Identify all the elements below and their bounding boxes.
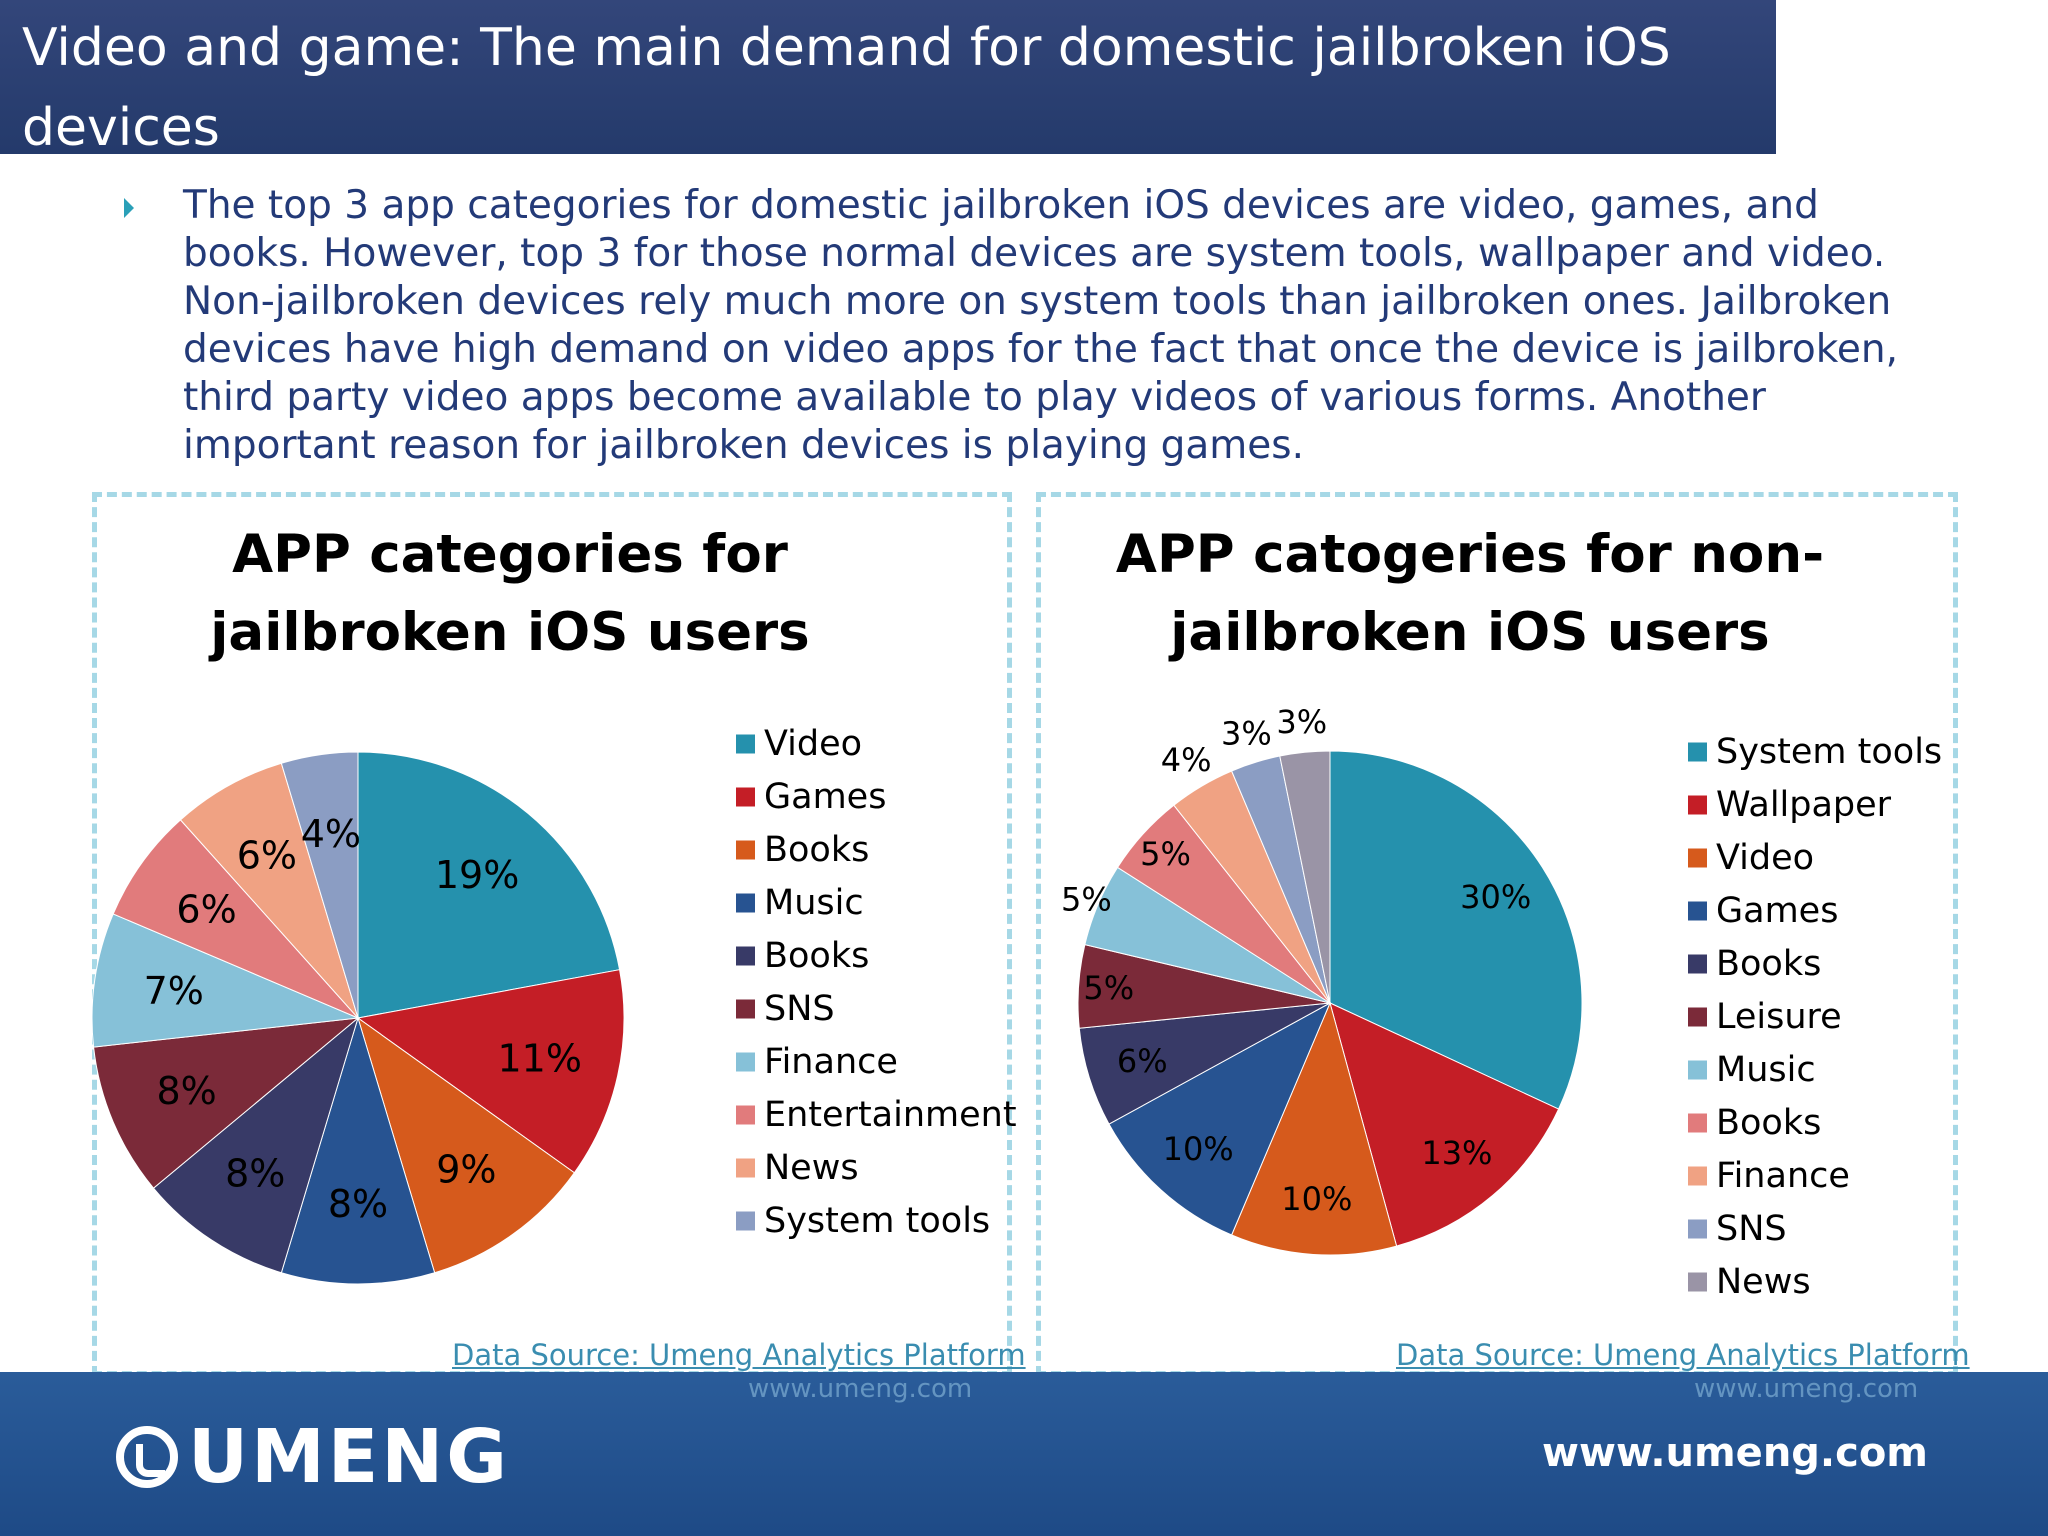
bullet-marker-icon xyxy=(124,198,134,218)
page-title: Video and game: The main demand for dome… xyxy=(22,18,1671,158)
legend-right: System tools Wallpaper Video Games Books Leis… xyxy=(1688,732,1942,1302)
legend-label-right-5: Leisure xyxy=(1716,997,1842,1037)
legend-swatch-right-3 xyxy=(1688,901,1707,921)
legend-swatch-right-4 xyxy=(1688,954,1707,974)
legend-label-left-6: Finance xyxy=(764,1042,898,1082)
legend-label-right-3: Games xyxy=(1716,891,1838,931)
legend-label-left-7: Entertainment xyxy=(764,1095,1017,1135)
pie-label-right-9: 3% xyxy=(1221,714,1272,752)
pie-label-right-1: 13% xyxy=(1421,1134,1492,1172)
pie-label-left-1: 11% xyxy=(498,1036,582,1080)
chart-title-non-jailbroken: APP catogeries for non-jailbroken iOS us… xyxy=(1115,524,1825,663)
legend-label-left-8: News xyxy=(764,1148,859,1188)
legend-swatch-right-9 xyxy=(1688,1219,1707,1239)
umeng-logo-icon xyxy=(116,1426,178,1488)
pie-slice-right-2 xyxy=(1230,1001,1398,1256)
pie-label-left-3: 8% xyxy=(328,1182,388,1226)
pie-label-right-4: 6% xyxy=(1117,1042,1168,1080)
data-source-link-right[interactable]: Data Source: Umeng Analytics Platform xyxy=(1396,1338,1970,1372)
pie-label-left-0: 19% xyxy=(435,853,519,897)
legend-swatch-right-7 xyxy=(1688,1113,1707,1133)
pie-slice-left-1 xyxy=(356,969,625,1174)
legend-label-left-9: System tools xyxy=(764,1201,990,1241)
watermark-right: www.umeng.com xyxy=(1694,1374,1919,1404)
pie-label-right-10: 3% xyxy=(1276,703,1327,741)
pie-left: 19%11%9%8%8%8%7%6%6% 4% xyxy=(91,751,625,1285)
legend-swatch-left-1 xyxy=(736,787,755,807)
pie-label-left-6: 7% xyxy=(144,969,204,1013)
legend-label-right-2: Video xyxy=(1716,838,1814,878)
pie-slice-right-10 xyxy=(1279,750,1331,1004)
legend-swatch-right-5 xyxy=(1688,1007,1707,1027)
legend-swatch-left-8 xyxy=(736,1158,755,1178)
pie-slice-left-8 xyxy=(179,762,359,1019)
legend-swatch-right-6 xyxy=(1688,1060,1707,1080)
pie-label-right-3: 10% xyxy=(1163,1130,1234,1168)
pie-slice-left-9 xyxy=(280,751,359,1019)
pie-slice-left-2 xyxy=(357,1016,576,1274)
pie-slice-left-6 xyxy=(91,913,360,1048)
footer-bar xyxy=(0,1372,2048,1536)
legend-label-right-1: Wallpaper xyxy=(1716,785,1892,825)
pie-label-right-2: 10% xyxy=(1281,1180,1352,1218)
legend-label-right-10: News xyxy=(1716,1262,1811,1302)
legend-swatch-right-8 xyxy=(1688,1166,1707,1186)
legend-swatch-left-4 xyxy=(736,946,755,966)
legend-label-right-4: Books xyxy=(1716,944,1821,984)
umeng-logo-wordmark: UMENG xyxy=(188,1414,510,1500)
legend-label-left-2: Books xyxy=(764,830,869,870)
legend-label-left-5: SNS xyxy=(764,989,835,1029)
footer-url-link[interactable]: www.umeng.com xyxy=(1542,1430,1928,1476)
title-bar xyxy=(0,0,1776,154)
legend-label-left-3: Music xyxy=(764,883,864,923)
pie-slice-left-3 xyxy=(280,1016,436,1285)
legend-label-left-0: Video xyxy=(764,724,862,764)
pie-label-right-6: 5% xyxy=(1061,881,1112,919)
pie-slice-right-0 xyxy=(1329,750,1583,1110)
legend-swatch-right-10 xyxy=(1688,1272,1707,1292)
legend-swatch-right-2 xyxy=(1688,848,1707,868)
umeng-logo: UMENG xyxy=(116,1420,510,1494)
pie-label-left-8: 6% xyxy=(237,834,297,878)
pie-label-left-7: 6% xyxy=(176,888,236,932)
pie-label-right-5: 5% xyxy=(1083,969,1134,1007)
pie-label-left-2: 9% xyxy=(436,1147,496,1191)
pie-label-left-9: 4% xyxy=(301,812,361,856)
legend-swatch-left-2 xyxy=(736,840,755,860)
pie-slice-right-3 xyxy=(1108,1001,1332,1236)
legend-label-right-8: Finance xyxy=(1716,1156,1850,1196)
legend-swatch-left-5 xyxy=(736,999,755,1019)
pie-slice-left-5 xyxy=(93,1017,360,1189)
legend-label-right-9: SNS xyxy=(1716,1209,1787,1249)
legend-swatch-left-7 xyxy=(736,1105,755,1125)
chart-title-jailbroken: APP categories for jailbroken iOS users xyxy=(210,524,810,663)
bullet-paragraph: The top 3 app categories for domestic ja… xyxy=(183,183,1899,468)
legend-label-left-4: Books xyxy=(764,936,869,976)
pie-label-right-8: 4% xyxy=(1161,741,1212,779)
pie-slice-left-7 xyxy=(112,819,359,1019)
pie-slice-left-0 xyxy=(357,751,621,1019)
legend-swatch-left-6 xyxy=(736,1052,755,1072)
pie-label-left-4: 8% xyxy=(225,1151,285,1195)
pie-label-right-7: 5% xyxy=(1140,835,1191,873)
legend-label-right-7: Books xyxy=(1716,1103,1821,1143)
pie-right: 30%13%10%10%6%5%5%5%4%3% 3% xyxy=(1061,703,1583,1256)
legend-swatch-right-1 xyxy=(1688,795,1707,815)
legend-swatch-left-3 xyxy=(736,893,755,913)
legend-left: Video Games Books Music Books SNS Finance Enter… xyxy=(736,724,1017,1241)
legend-swatch-left-9 xyxy=(736,1211,755,1231)
legend-label-left-1: Games xyxy=(764,777,886,817)
legend-swatch-left-0 xyxy=(736,734,755,754)
pie-label-left-5: 8% xyxy=(156,1069,216,1113)
watermark-left: www.umeng.com xyxy=(748,1374,973,1404)
pie-slice-left-4 xyxy=(152,1016,359,1274)
data-source-link-left[interactable]: Data Source: Umeng Analytics Platform xyxy=(452,1338,1026,1372)
legend-swatch-right-0 xyxy=(1688,742,1707,762)
legend-label-right-6: Music xyxy=(1716,1050,1816,1090)
pie-slice-right-1 xyxy=(1329,1002,1560,1247)
legend-label-right-0: System tools xyxy=(1716,732,1942,772)
pie-label-right-0: 30% xyxy=(1460,878,1531,916)
